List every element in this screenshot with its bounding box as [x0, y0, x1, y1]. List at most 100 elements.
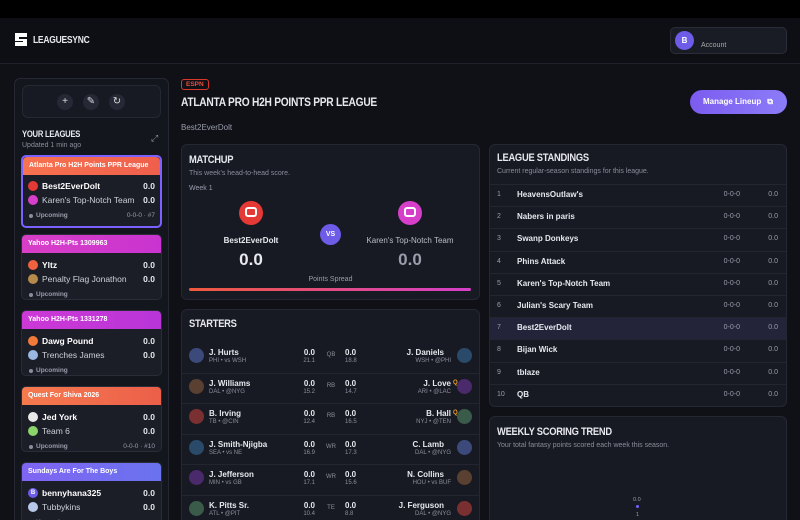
status-dot	[29, 293, 33, 297]
player-avatar	[189, 500, 204, 516]
injury-status: Q	[453, 410, 458, 416]
matchup-title: MATCHUP	[189, 154, 234, 166]
team-avatar: B	[28, 488, 38, 498]
player-score: 0.0	[303, 500, 315, 510]
trend-title: WEEKLY SCORING TREND	[497, 426, 612, 438]
position: TE	[327, 504, 335, 511]
league-status: Upcoming	[36, 291, 68, 298]
rank: 2	[497, 213, 501, 221]
account-avatar: B	[675, 31, 694, 50]
team-score: 0.0	[143, 488, 155, 498]
player-name: J. Williams	[209, 378, 251, 388]
team-icon	[28, 260, 38, 270]
standings-row	[490, 339, 786, 361]
edit-button[interactable]: ✎	[83, 94, 99, 110]
player-team: DAL • @NYG	[209, 388, 245, 395]
player-score: 0.0	[345, 470, 357, 479]
league-card-header: Sundays Are For The Boys	[22, 463, 161, 481]
standings-row	[490, 295, 786, 317]
team-score: 0.0	[143, 426, 155, 436]
standings-points: 0.0	[768, 235, 778, 243]
league-record: 0-0-0 · #7	[126, 212, 155, 219]
player-avatar	[189, 439, 204, 455]
standings-record: 0-0-0	[723, 368, 740, 376]
league-card-header: Yahoo H2H-Pts 1331278	[22, 311, 161, 329]
top-strip	[0, 0, 800, 18]
standings-record: 0-0-0	[723, 213, 740, 221]
standings-points: 0.0	[768, 302, 778, 309]
standings-team: Best2EverDolt	[517, 323, 572, 333]
player-team: SEA • vs NE	[209, 449, 243, 456]
standings-record: 0-0-0	[723, 346, 740, 354]
player-proj: 18.8	[345, 358, 357, 364]
refresh-button[interactable]: ↻	[109, 94, 125, 110]
standings-team: Phins Attack	[517, 256, 566, 266]
rank: 5	[497, 279, 501, 287]
player-proj: 16.5	[345, 419, 357, 425]
player-team: WSH • @PHI	[415, 358, 451, 364]
rank: 8	[497, 346, 501, 354]
standings-row	[490, 272, 786, 295]
standings-points: 0.0	[768, 346, 778, 354]
team-name: Best2EverDolt	[42, 181, 101, 191]
league-card-header: Atlanta Pro H2H Points PPR League	[23, 157, 160, 175]
player-avatar	[457, 378, 472, 394]
league-title: ATLANTA PRO H2H POINTS PPR LEAGUE	[181, 95, 377, 109]
matchup-panel	[181, 144, 480, 300]
trend-point	[636, 505, 639, 508]
standings-record: 0-0-0	[723, 302, 740, 309]
player-team: NYJ • @TEN	[416, 419, 451, 425]
expand-icon[interactable]: ⤢	[151, 133, 159, 143]
helmet	[239, 201, 263, 225]
player-name: J. Hurts	[209, 348, 239, 357]
standings-points: 0.0	[768, 324, 778, 332]
standings-points: 0.0	[768, 368, 778, 376]
standings-points: 0.0	[768, 213, 778, 221]
status-dot	[29, 369, 33, 373]
team-icon	[28, 181, 38, 191]
rank: 3	[497, 235, 501, 243]
player-proj: 17.3	[345, 449, 357, 456]
player-score: 0.0	[303, 348, 315, 357]
league-card-header: Yahoo H2H-Pts 1309963	[22, 235, 161, 253]
standings-row	[490, 206, 786, 228]
standings-record: 0-0-0	[723, 257, 740, 265]
player-proj: 10.4	[303, 510, 315, 517]
player-team: PHI • vs WSH	[209, 358, 247, 364]
manage-lineup-button[interactable]: Manage Lineup ⧉	[690, 90, 787, 114]
standings-row	[490, 317, 786, 340]
trend-subtitle: Your total fantasy points scored each we…	[497, 442, 670, 449]
spread-label: Points Spread	[308, 276, 353, 283]
player-name: J. Ferguson	[398, 500, 444, 510]
position: RB	[326, 382, 336, 389]
standings-row	[490, 228, 786, 250]
player-team: MIN • vs GB	[209, 480, 242, 486]
player-proj: 12.4	[303, 419, 315, 425]
league-status: Upcoming	[36, 443, 68, 450]
player-avatar	[189, 348, 204, 363]
standings-points: 0.0	[768, 279, 778, 287]
player-name: C. Lamb	[412, 439, 444, 449]
team-icon	[28, 195, 38, 205]
standings-row	[490, 361, 786, 384]
player-avatar	[189, 470, 204, 485]
helmet	[398, 201, 422, 225]
trend-y-label: 0.0	[633, 497, 641, 503]
team-icon	[28, 502, 38, 512]
player-avatar	[189, 409, 204, 424]
team-name: Karen's Top-Notch Team	[42, 195, 135, 205]
position: WR	[326, 474, 336, 480]
standings-subtitle: Current regular-season standings for thi…	[497, 168, 649, 175]
player-score: 0.0	[303, 409, 315, 418]
player-team: DAL • @NYG	[415, 449, 451, 456]
standings-title: LEAGUE STANDINGS	[497, 152, 589, 164]
player-avatar	[457, 409, 472, 424]
add-button[interactable]: +	[57, 94, 73, 110]
team-name: Team 6	[42, 426, 70, 436]
standings-record: 0-0-0	[723, 279, 740, 287]
standings-row	[490, 184, 786, 206]
player-avatar	[457, 348, 472, 363]
rank: 9	[497, 368, 501, 376]
vs-badge: VS	[320, 224, 341, 245]
team-name: Trenches James	[42, 350, 105, 360]
